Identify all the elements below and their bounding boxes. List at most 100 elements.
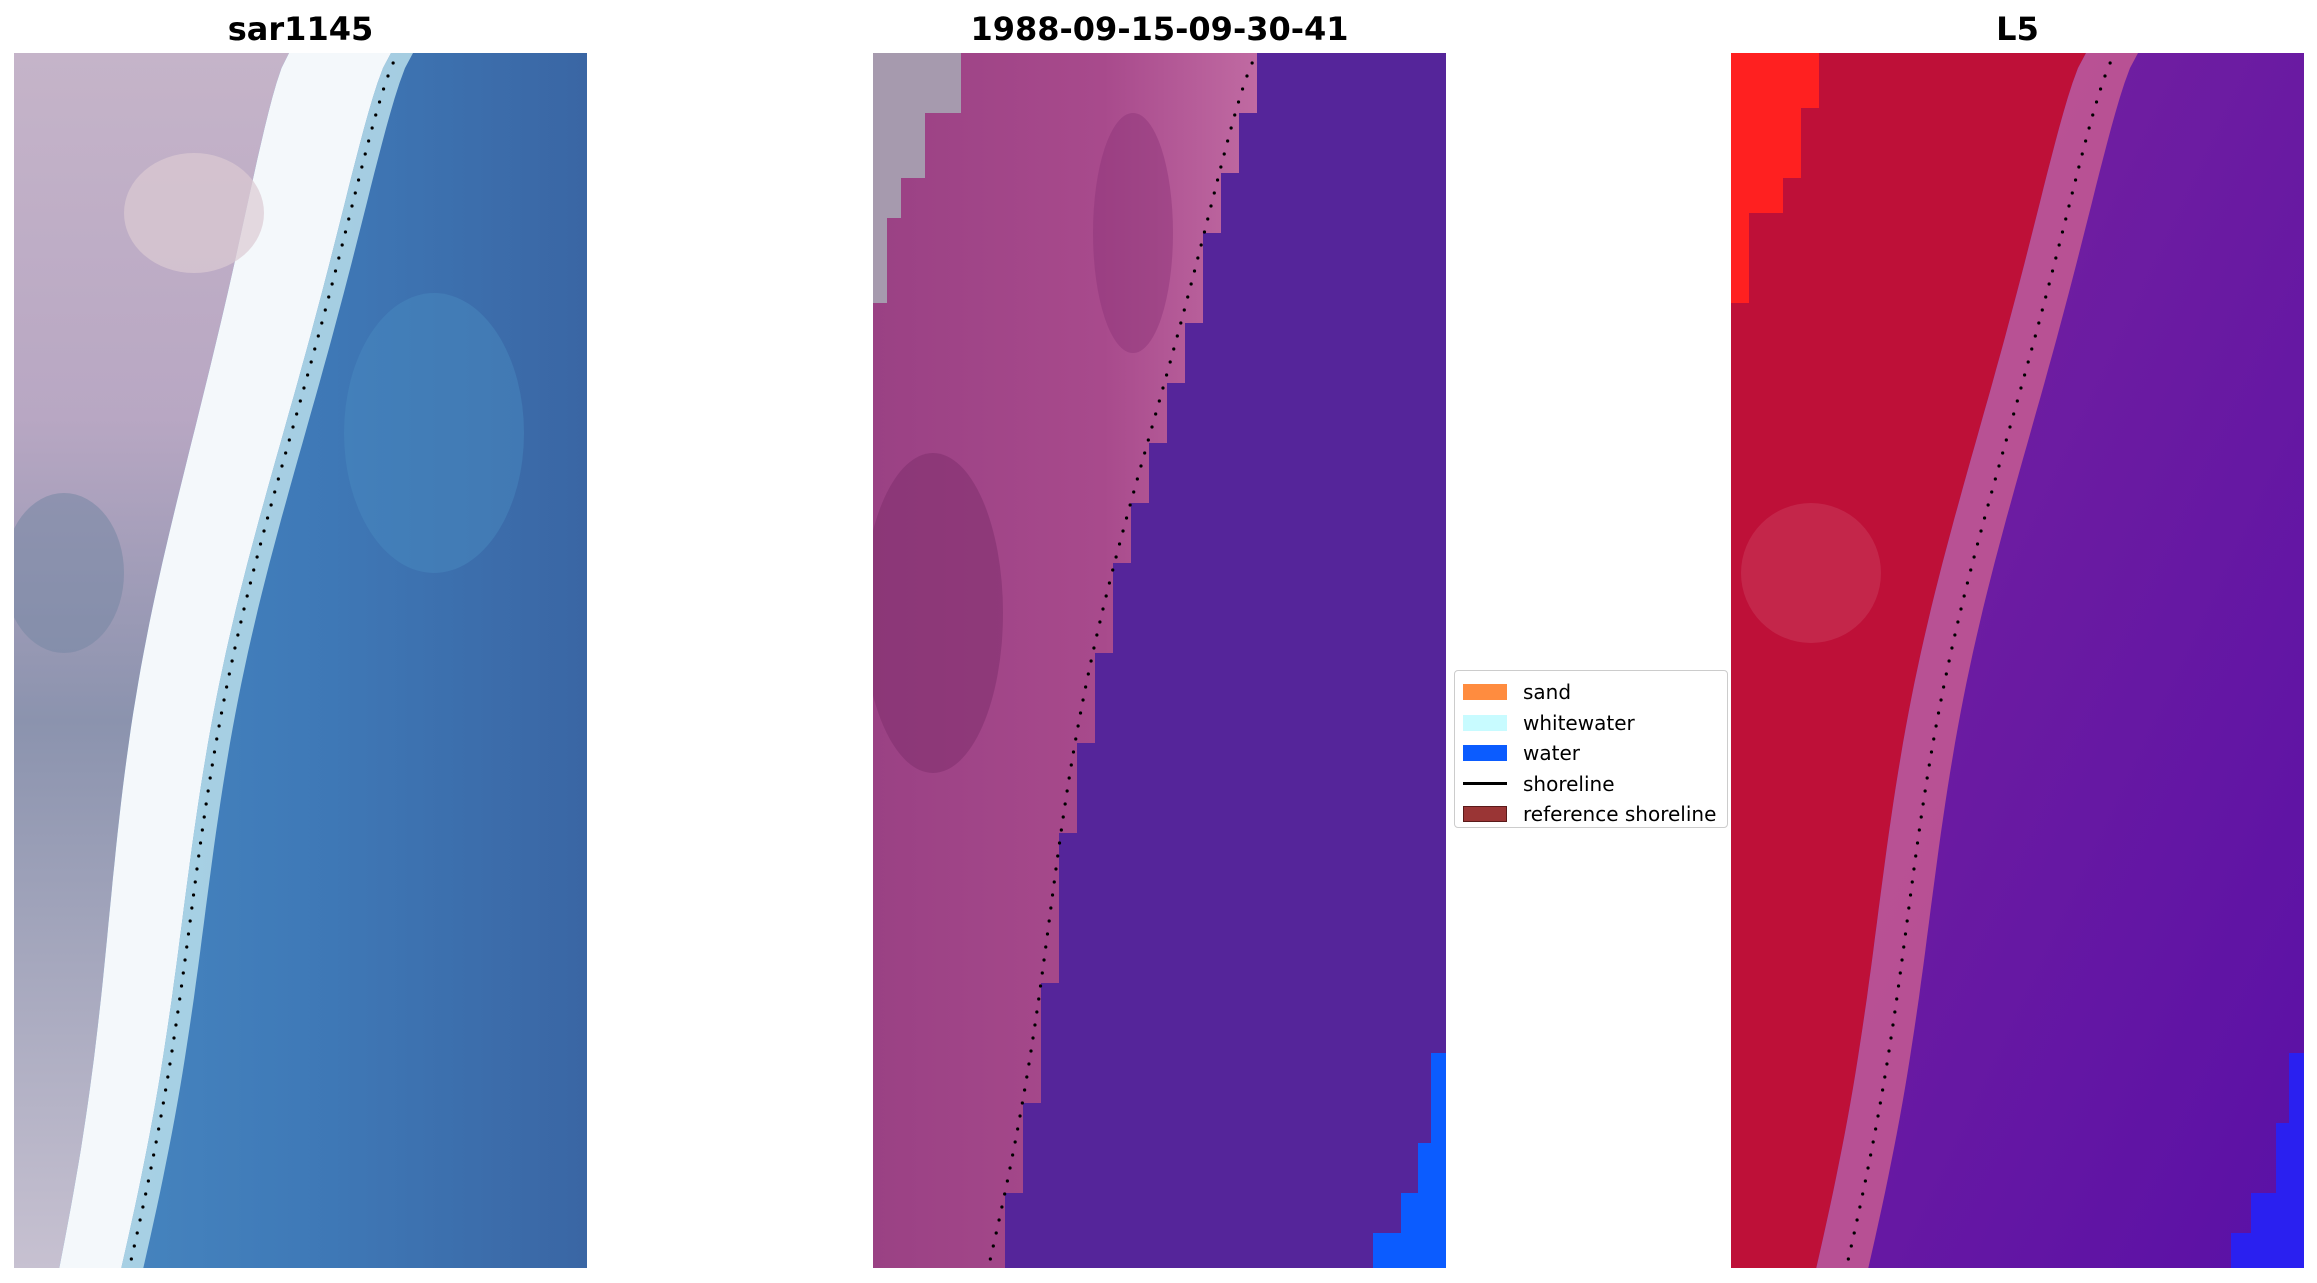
index-image-panel: [1731, 53, 2304, 1268]
shoreline-point: [1057, 841, 1062, 845]
shoreline-point: [185, 945, 189, 949]
shoreline-point: [1172, 347, 1176, 351]
shoreline-point: [269, 503, 273, 507]
shoreline-point: [2012, 412, 2016, 416]
shoreline-point: [1889, 1036, 1893, 1040]
shoreline-point: [1065, 789, 1069, 793]
shoreline-point: [1896, 984, 1901, 988]
shoreline-point: [1861, 1192, 1865, 1196]
shoreline-point: [1078, 711, 1083, 715]
shoreline-point: [1117, 542, 1122, 546]
shoreline-point: [1881, 1088, 1885, 1092]
shoreline-point: [350, 204, 354, 208]
shoreline-point: [1016, 1127, 1020, 1131]
shoreline-point: [1883, 1075, 1887, 1079]
shoreline-point: [164, 1088, 168, 1092]
classified-grey-corner: [873, 53, 961, 303]
shoreline-point: [2015, 399, 2019, 403]
shoreline-point: [1908, 893, 1913, 897]
shoreline-point: [2080, 152, 2084, 156]
shoreline-point: [305, 373, 310, 377]
shoreline-points-index: [1846, 61, 2112, 1261]
shoreline-point: [1044, 945, 1048, 949]
shoreline-point: [1852, 1231, 1856, 1235]
shoreline-point: [1898, 971, 1902, 975]
shoreline-point: [2067, 204, 2071, 208]
panel-title-index: L5: [1996, 10, 2039, 48]
panel-title-rgb: sar1145: [227, 10, 374, 48]
shoreline-point: [1982, 516, 1987, 520]
shoreline-point: [1921, 802, 1925, 806]
shoreline-point: [1033, 1023, 1037, 1027]
shoreline-point: [340, 243, 344, 247]
shoreline-point: [1081, 698, 1085, 702]
shoreline-point: [1895, 997, 1899, 1001]
rgb-sea-light: [344, 293, 524, 573]
shoreline-point: [2004, 438, 2008, 442]
shoreline-point: [191, 893, 196, 897]
shoreline-point: [284, 451, 288, 455]
shoreline-point: [1035, 1010, 1039, 1014]
shoreline-point: [2057, 243, 2061, 247]
shoreline-point: [997, 1218, 1001, 1222]
shoreline-point: [1095, 633, 1099, 637]
shoreline-point: [219, 711, 224, 715]
shoreline-point: [1990, 490, 1994, 494]
legend-label-sand: sand: [1523, 680, 1572, 705]
legend-item-whitewater: whitewater: [1463, 708, 1719, 739]
shoreline-point: [172, 1036, 176, 1040]
shoreline-point: [391, 61, 395, 65]
shoreline-point: [1209, 204, 1213, 208]
shoreline-point: [245, 594, 249, 598]
shoreline-point: [1891, 1023, 1895, 1027]
shoreline-point: [2001, 451, 2005, 455]
shoreline-point: [2064, 217, 2068, 221]
shoreline-point: [2040, 308, 2044, 312]
shoreline-point: [1157, 399, 1161, 403]
shoreline-point: [204, 802, 208, 806]
shoreline-point: [1069, 763, 1073, 767]
shoreline-point: [994, 1231, 998, 1235]
shoreline-point: [1855, 1218, 1859, 1222]
index-land-area: [1731, 53, 2086, 1268]
shoreline-point: [377, 100, 382, 104]
shoreline-point: [202, 815, 206, 819]
shoreline-point: [188, 919, 192, 923]
shoreline-point: [370, 126, 374, 130]
shoreline-point: [2037, 321, 2041, 325]
shoreline-point: [1114, 555, 1118, 559]
shoreline-point: [1025, 1075, 1029, 1079]
shoreline-point: [313, 347, 317, 351]
shoreline-point: [152, 1153, 156, 1157]
rgb-image: [14, 53, 587, 1268]
rgb-surf-edge: [121, 53, 414, 1268]
shoreline-point: [181, 971, 185, 975]
legend-item-shoreline: shoreline: [1463, 769, 1719, 800]
shoreline-points-rgb: [129, 61, 395, 1261]
shoreline-point: [287, 438, 291, 442]
shoreline-point: [2108, 61, 2112, 65]
shoreline-point: [1063, 802, 1067, 806]
shoreline-point: [2008, 425, 2012, 429]
shoreline-point: [2098, 87, 2103, 91]
shoreline-point: [1229, 126, 1233, 130]
shoreline-point: [1993, 477, 1997, 481]
shoreline-point: [258, 542, 263, 546]
shoreline-point: [1934, 724, 1938, 728]
shoreline-point: [1923, 789, 1927, 793]
shoreline-point: [1871, 1140, 1875, 1144]
shoreline-point: [1143, 451, 1147, 455]
shoreline-point: [1038, 984, 1043, 988]
shoreline-point: [154, 1140, 158, 1144]
classified-image: [873, 53, 1446, 1268]
shoreline-point: [1944, 672, 1948, 676]
shoreline-point: [1168, 360, 1172, 364]
shoreline-point: [1206, 217, 1210, 221]
shoreline-point: [1182, 308, 1186, 312]
shoreline-point: [1186, 295, 1190, 299]
shoreline-point: [1202, 230, 1207, 234]
shoreline-point: [1986, 503, 1990, 507]
shoreline-point: [208, 776, 212, 780]
shoreline-point: [1121, 529, 1125, 533]
shoreline-point: [1965, 581, 1970, 585]
